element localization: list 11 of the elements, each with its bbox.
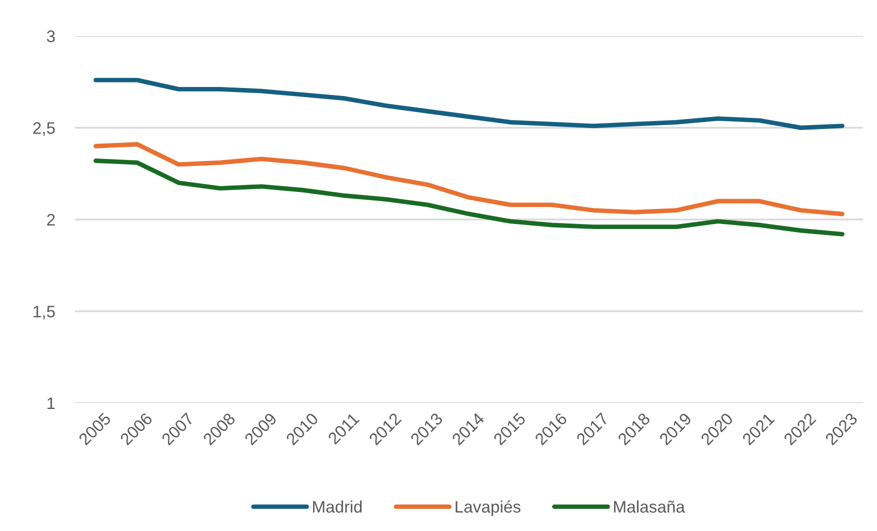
legend-label: Madrid [313,500,362,513]
line-series [94,142,844,216]
y-tick-label: 2,5 [33,122,55,136]
y-tick-label: 1 [48,398,55,410]
legend-label: Lavapiés [456,500,520,516]
y-tick-label: 3 [46,30,55,42]
line-series [94,158,844,236]
line-series [94,78,844,130]
y-tick-label: 2 [47,214,55,226]
legend-label: Malasaña [614,500,685,513]
y-tick-label: 1,5 [34,306,55,320]
